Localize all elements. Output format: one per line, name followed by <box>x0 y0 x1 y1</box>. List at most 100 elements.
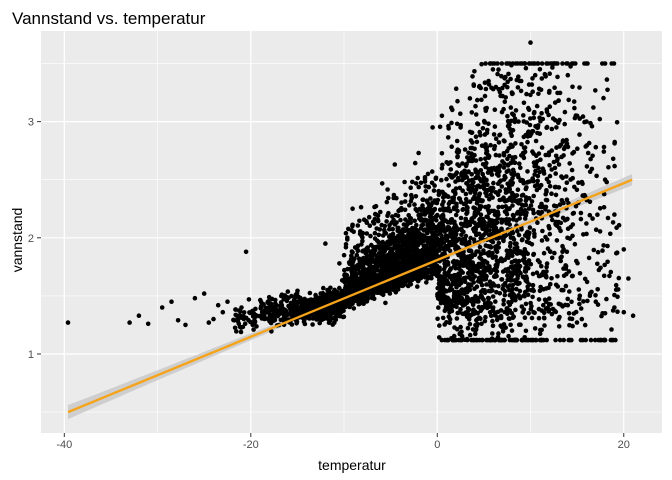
data-point <box>559 287 564 293</box>
data-point <box>515 61 520 66</box>
data-point <box>408 220 414 225</box>
data-point <box>351 229 357 235</box>
data-point <box>506 71 511 77</box>
data-point <box>500 329 506 334</box>
data-point <box>494 310 499 315</box>
data-point <box>547 183 553 189</box>
data-point <box>567 161 572 166</box>
data-point <box>353 283 358 289</box>
data-point <box>399 260 404 266</box>
data-point <box>404 237 410 243</box>
data-point <box>507 197 513 202</box>
data-point <box>575 260 580 266</box>
data-point <box>466 184 472 189</box>
data-point <box>584 119 589 124</box>
data-point <box>553 337 558 343</box>
data-point <box>404 258 409 264</box>
data-point <box>267 312 273 317</box>
data-point <box>294 321 299 326</box>
data-point <box>482 93 488 99</box>
data-point <box>475 121 480 126</box>
data-point <box>586 140 592 146</box>
data-point <box>266 294 272 300</box>
data-point <box>498 313 504 319</box>
data-point <box>532 172 537 177</box>
data-point <box>561 200 566 206</box>
data-point <box>530 76 535 81</box>
data-point <box>532 183 538 189</box>
data-point <box>513 141 518 146</box>
data-point <box>466 248 472 253</box>
data-point <box>590 153 595 159</box>
data-point <box>443 227 449 233</box>
data-point <box>544 275 549 280</box>
data-point <box>518 78 524 84</box>
data-point <box>354 252 360 258</box>
data-point <box>577 132 582 137</box>
data-point <box>608 231 613 237</box>
data-point <box>588 156 593 162</box>
data-point <box>241 310 247 315</box>
data-point <box>505 273 510 279</box>
data-point <box>455 154 460 160</box>
data-point <box>521 203 526 208</box>
data-point <box>468 282 473 288</box>
data-point <box>392 162 398 167</box>
data-point <box>515 172 521 178</box>
data-point <box>472 286 477 292</box>
data-point <box>466 307 472 312</box>
data-point <box>554 158 560 163</box>
data-point <box>601 243 606 248</box>
data-point <box>473 112 479 117</box>
data-point <box>267 305 272 310</box>
data-point <box>440 315 446 321</box>
data-point <box>410 254 415 259</box>
data-point <box>351 274 357 279</box>
data-point <box>525 169 530 174</box>
data-point <box>500 93 505 99</box>
data-point <box>518 206 524 212</box>
data-point <box>554 223 560 229</box>
data-point <box>447 298 453 304</box>
data-point <box>396 246 401 252</box>
data-point <box>571 210 577 216</box>
data-point <box>331 315 337 321</box>
data-point <box>430 200 435 206</box>
data-point <box>490 318 495 324</box>
data-point <box>541 171 547 176</box>
data-point <box>403 276 408 282</box>
data-point <box>419 236 424 241</box>
data-point <box>436 223 441 229</box>
data-point <box>370 265 375 270</box>
data-point <box>355 266 360 272</box>
data-point <box>438 221 444 226</box>
data-point <box>420 247 425 253</box>
data-point <box>260 314 266 320</box>
data-point <box>493 299 498 304</box>
data-point <box>550 306 556 312</box>
data-point <box>429 180 435 186</box>
data-point <box>472 274 478 279</box>
data-point <box>363 281 368 286</box>
data-point <box>425 171 431 177</box>
data-point <box>420 197 426 202</box>
data-point <box>491 254 497 260</box>
data-point <box>467 239 472 245</box>
data-point <box>426 267 432 273</box>
data-point <box>475 97 480 103</box>
data-point <box>466 150 471 156</box>
data-point <box>301 319 307 325</box>
data-point <box>595 261 600 267</box>
data-point <box>482 301 488 306</box>
data-point <box>562 187 568 192</box>
data-point <box>492 283 498 288</box>
data-point <box>342 279 347 285</box>
data-point <box>400 232 405 238</box>
data-point <box>488 288 493 294</box>
data-point <box>535 125 541 130</box>
data-point <box>446 307 452 313</box>
data-point <box>550 217 555 223</box>
data-point <box>435 285 441 291</box>
data-point <box>445 261 450 267</box>
data-point <box>538 182 544 188</box>
